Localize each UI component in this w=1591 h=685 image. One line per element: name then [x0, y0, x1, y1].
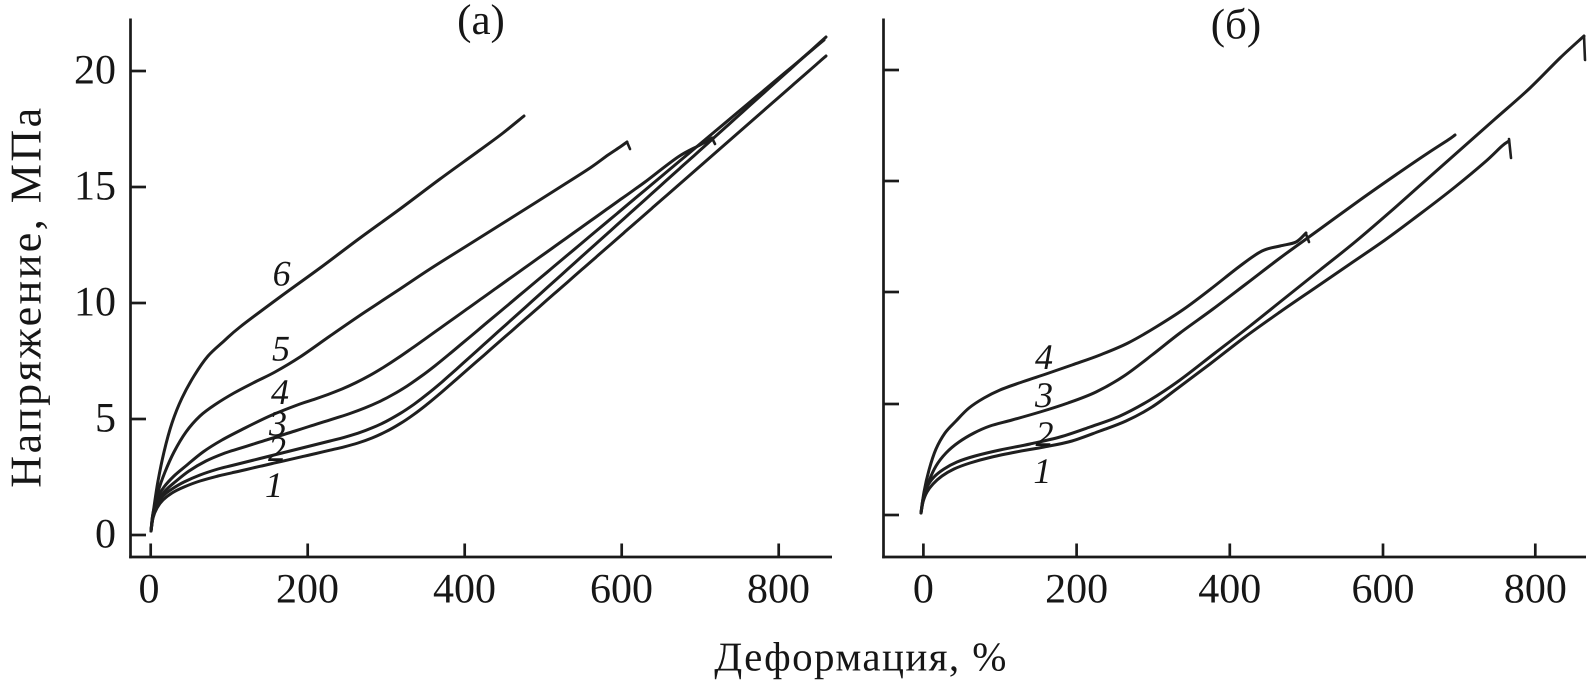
svg-text:2: 2: [1036, 414, 1054, 454]
svg-text:400: 400: [433, 567, 496, 613]
svg-text:15: 15: [74, 163, 116, 209]
svg-text:400: 400: [1198, 567, 1261, 613]
svg-text:4: 4: [1035, 337, 1053, 377]
svg-text:(а): (а): [457, 0, 505, 44]
svg-text:(б): (б): [1211, 2, 1262, 49]
svg-text:0: 0: [139, 567, 160, 613]
svg-text:20: 20: [74, 47, 116, 93]
svg-text:0: 0: [913, 567, 934, 613]
svg-text:3: 3: [1034, 375, 1053, 415]
svg-text:800: 800: [1504, 567, 1567, 613]
svg-text:5: 5: [95, 395, 116, 441]
svg-text:6: 6: [273, 253, 291, 293]
svg-text:10: 10: [74, 279, 116, 325]
svg-text:0: 0: [95, 511, 116, 557]
svg-text:2: 2: [268, 429, 286, 469]
svg-text:Деформация, %: Деформация, %: [714, 634, 1008, 680]
svg-text:1: 1: [1033, 451, 1051, 491]
svg-text:Напряжение, МПа: Напряжение, МПа: [2, 105, 51, 487]
svg-text:200: 200: [276, 567, 339, 613]
svg-text:5: 5: [272, 328, 290, 368]
svg-text:4: 4: [271, 372, 289, 412]
svg-text:3: 3: [268, 403, 287, 443]
svg-text:600: 600: [590, 567, 653, 613]
svg-text:800: 800: [747, 567, 810, 613]
svg-text:600: 600: [1352, 567, 1415, 613]
svg-text:1: 1: [265, 465, 283, 505]
svg-text:200: 200: [1045, 567, 1108, 613]
